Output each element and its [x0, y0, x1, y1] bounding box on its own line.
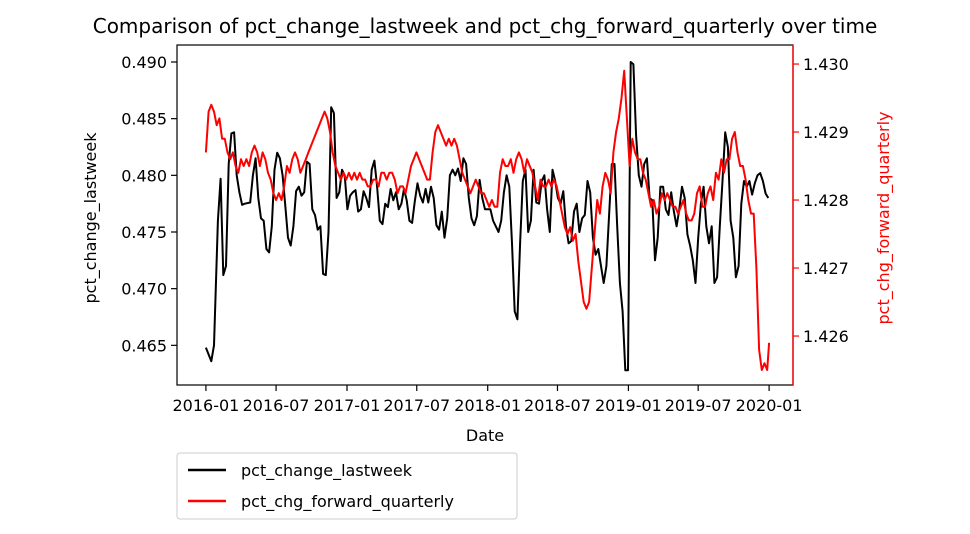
- y2-tick-label: 1.427: [803, 259, 849, 278]
- series-line-pct-chg-forward-quarterly: [204, 69, 771, 371]
- x-axis-label: Date: [466, 426, 504, 445]
- y-axis-left: 0.465 0.470 0.475 0.480 0.485 0.490: [121, 53, 177, 355]
- x-tick-label: 2016-01: [172, 396, 239, 415]
- x-axis: 2016-01 2016-07 2017-01 2017-07 2018-01 2018-…: [172, 385, 803, 415]
- x-tick-label: 2016-07: [243, 396, 310, 415]
- x-tick-label: 2018-01: [454, 396, 521, 415]
- legend: pct_change_lastweek pct_chg_forward_quar…: [176, 452, 518, 520]
- x-tick-label: 2019-07: [665, 396, 732, 415]
- y-tick-label: 0.490: [121, 53, 167, 72]
- plot-area: [204, 61, 771, 372]
- series-line-pct-change-lastweek: [204, 61, 770, 372]
- y2-tick-label: 1.428: [803, 191, 849, 210]
- chart-title: Comparison of pct_change_lastweek and pc…: [93, 14, 878, 38]
- y-tick-label: 0.465: [121, 336, 167, 355]
- x-tick-label: 2017-07: [383, 396, 450, 415]
- y-tick-label: 0.480: [121, 166, 167, 185]
- x-tick-label: 2020-01: [736, 396, 803, 415]
- y-axis-label: pct_change_lastweek: [81, 132, 101, 304]
- y2-tick-label: 1.426: [803, 327, 849, 346]
- x-tick-label: 2018-07: [524, 396, 591, 415]
- y2-axis-label: pct_chg_forward_quarterly: [874, 112, 894, 325]
- y-tick-label: 0.470: [121, 280, 167, 299]
- y-tick-label: 0.475: [121, 223, 167, 242]
- y-tick-label: 0.485: [121, 110, 167, 129]
- y2-tick-label: 1.430: [803, 55, 849, 74]
- legend-box: [176, 452, 518, 520]
- x-tick-label: 2017-01: [314, 396, 381, 415]
- y2-tick-label: 1.429: [803, 123, 849, 142]
- legend-label-pct-chg-forward-quarterly: pct_chg_forward_quarterly: [241, 492, 454, 512]
- y-axis-right: 1.426 1.427 1.428 1.429 1.430: [793, 55, 849, 346]
- legend-label-pct-change-lastweek: pct_change_lastweek: [241, 461, 413, 481]
- x-tick-label: 2019-01: [595, 396, 662, 415]
